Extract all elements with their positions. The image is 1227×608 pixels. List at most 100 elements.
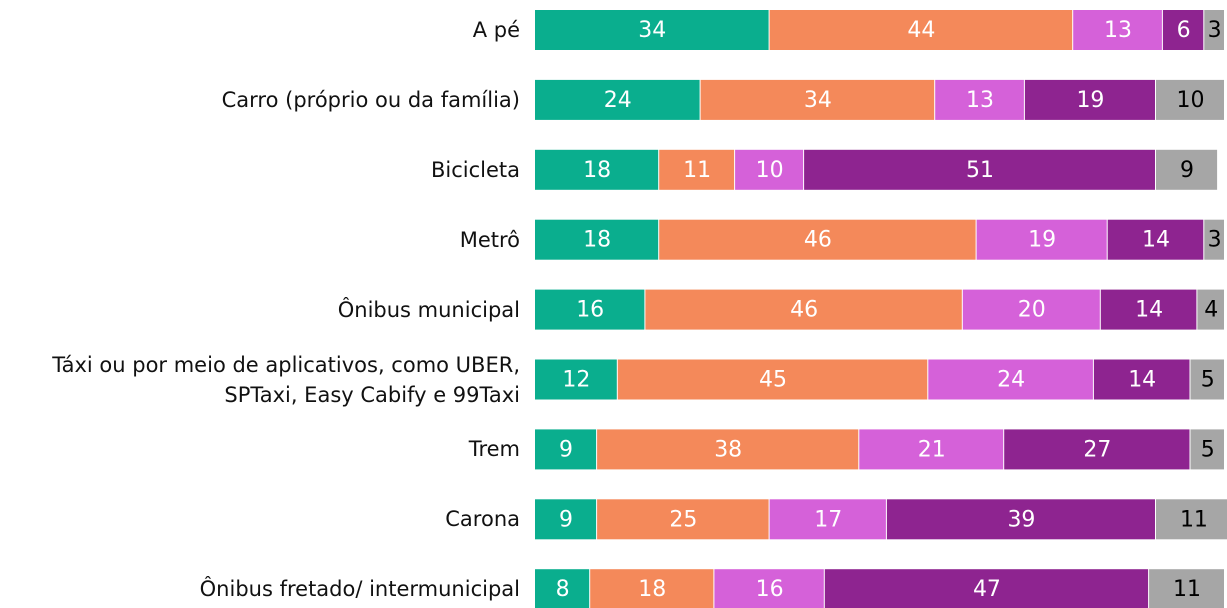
bar-segment — [928, 359, 1093, 400]
bar-segment — [700, 79, 935, 120]
bar-segment — [1100, 289, 1197, 330]
value-label: 17 — [814, 507, 842, 532]
value-label: 19 — [1076, 88, 1104, 113]
value-label: 18 — [583, 158, 611, 183]
value-label: 14 — [1135, 298, 1163, 323]
value-label: 19 — [1028, 228, 1056, 253]
category-label: A pé — [472, 18, 520, 42]
value-label: 21 — [918, 437, 946, 462]
bar-segment — [714, 569, 824, 608]
value-label: 11 — [683, 158, 711, 183]
value-label: 5 — [1201, 368, 1215, 393]
bar-segment — [824, 569, 1149, 608]
bar-segment — [645, 289, 962, 330]
category-label: Carona — [445, 507, 520, 532]
bar-segment — [535, 219, 659, 260]
value-label: 18 — [638, 577, 666, 602]
value-label: 47 — [973, 577, 1001, 602]
value-label: 38 — [714, 437, 742, 462]
value-label: 25 — [669, 507, 697, 532]
bar-segment — [535, 499, 597, 540]
value-label: 16 — [576, 298, 604, 323]
bar-segment — [935, 79, 1024, 120]
bar-segment — [769, 499, 886, 540]
bar-segment — [1107, 219, 1204, 260]
value-label: 11 — [1180, 507, 1208, 532]
value-label: 45 — [759, 368, 787, 393]
value-label: 11 — [1173, 577, 1201, 602]
value-label: 14 — [1128, 368, 1156, 393]
bar-segment — [1156, 149, 1218, 190]
category-label: Ônibus municipal — [337, 297, 520, 322]
bar-segment — [535, 429, 597, 470]
bar-segment — [1190, 429, 1224, 470]
category-label: Bicicleta — [430, 157, 520, 182]
value-label: 4 — [1204, 298, 1218, 323]
value-label: 51 — [966, 158, 994, 183]
value-label: 9 — [1180, 158, 1194, 183]
value-label: 46 — [790, 298, 818, 323]
bar-segment — [769, 10, 1073, 50]
value-label: 34 — [804, 88, 832, 113]
bar-segment — [1190, 359, 1224, 400]
value-label: 44 — [907, 18, 935, 43]
bar-segment — [535, 289, 645, 330]
bar-segment — [535, 149, 659, 190]
bar-segment — [590, 569, 714, 608]
bar-segment — [886, 499, 1155, 540]
bar-segment — [962, 289, 1100, 330]
bar-segment — [1197, 289, 1224, 330]
bar-segment — [1149, 569, 1224, 608]
bar-segment — [535, 359, 617, 400]
value-label: 14 — [1142, 228, 1170, 253]
value-label: 3 — [1208, 18, 1222, 43]
value-label: 18 — [583, 228, 611, 253]
value-label: 24 — [997, 368, 1025, 393]
value-label: 46 — [804, 228, 832, 253]
value-label: 16 — [756, 577, 784, 602]
bar-segment — [804, 149, 1155, 190]
bar-segment — [659, 149, 735, 190]
bar-segment — [617, 359, 928, 400]
value-label: 13 — [1104, 18, 1132, 43]
bar-segment — [1162, 10, 1204, 50]
category-label: Táxi ou por meio de aplicativos, como UB… — [52, 352, 520, 407]
value-label: 3 — [1208, 228, 1222, 253]
value-label: 5 — [1201, 437, 1215, 462]
value-label: 9 — [559, 507, 573, 532]
category-label: Metrô — [459, 227, 520, 252]
value-label: 24 — [604, 88, 632, 113]
value-label: 20 — [1018, 298, 1046, 323]
bar-segment — [1156, 79, 1224, 120]
value-label: 10 — [756, 158, 784, 183]
bar-segment — [859, 429, 1004, 470]
bar-segment — [535, 569, 590, 608]
value-label: 27 — [1083, 437, 1111, 462]
value-label: 10 — [1177, 88, 1205, 113]
bar-segment — [1073, 10, 1162, 50]
bar-segment — [1204, 219, 1224, 260]
value-label: 8 — [556, 577, 570, 602]
bar-segment — [1004, 429, 1190, 470]
bar-segment — [535, 79, 700, 120]
bar-segment — [659, 219, 976, 260]
value-label: 13 — [966, 88, 994, 113]
value-label: 39 — [1007, 507, 1035, 532]
value-label: 6 — [1177, 18, 1191, 43]
bar-segment — [1024, 79, 1155, 120]
bar-segment — [735, 149, 804, 190]
bar-segment — [597, 429, 859, 470]
bar-segment — [1156, 499, 1227, 540]
value-label: 9 — [559, 437, 573, 462]
bar-segment — [976, 219, 1107, 260]
bar-segment — [535, 10, 769, 50]
category-label: Carro (próprio ou da família) — [221, 87, 520, 112]
category-label: Ônibus fretado/ intermunicipal — [199, 577, 520, 602]
bar-segment — [597, 499, 769, 540]
value-label: 12 — [562, 368, 590, 393]
bar-segment — [1204, 10, 1224, 50]
category-label: Trem — [468, 437, 520, 462]
value-label: 34 — [638, 18, 666, 43]
